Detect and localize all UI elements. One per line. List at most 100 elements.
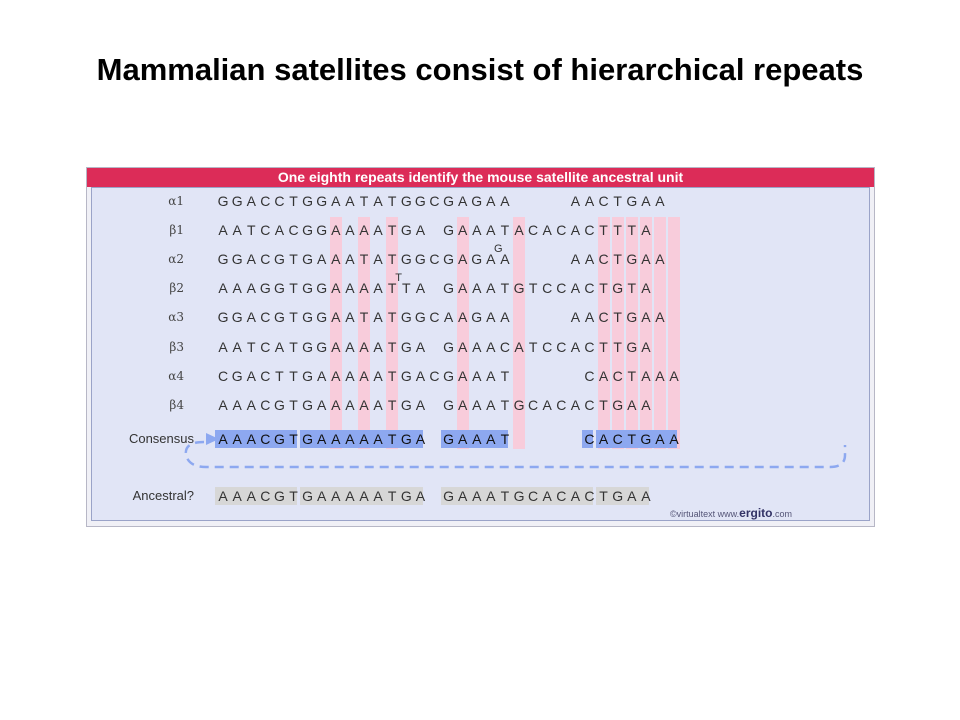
- nucleotide: [526, 251, 540, 267]
- nucleotide: A: [246, 367, 256, 384]
- copyright-notice: ©virtualtext www.ergito.com: [670, 506, 792, 520]
- nucleotide: [554, 251, 568, 267]
- nucleotide: [427, 488, 441, 504]
- nucleotide: G: [273, 280, 285, 297]
- nucleotide: [512, 193, 526, 209]
- nucleotide: G: [231, 367, 243, 384]
- nucleotide: A: [570, 193, 581, 209]
- nucleotide: A: [641, 251, 651, 268]
- nucleotide: A: [232, 488, 242, 504]
- nucleotide: T: [289, 367, 298, 384]
- nucleotide: G: [400, 396, 412, 413]
- nucleotide: A: [359, 367, 369, 384]
- copyright-suffix: .com: [772, 509, 793, 519]
- nucleotide: G: [443, 222, 454, 239]
- nucleotide: [540, 251, 554, 267]
- nucleotide: [554, 309, 568, 325]
- nucleotide: A: [655, 193, 665, 209]
- nucleotide: A: [669, 367, 679, 384]
- nucleotide: A: [457, 193, 468, 209]
- nucleotide: A: [584, 251, 595, 268]
- nucleotide: A: [641, 396, 651, 413]
- nucleotide: G: [414, 251, 426, 268]
- nucleotide: A: [345, 367, 355, 384]
- repeat-label: β3: [169, 339, 184, 354]
- nucleotide: A: [246, 396, 256, 413]
- nucleotide: G: [400, 251, 412, 268]
- nucleotide: G: [316, 193, 328, 209]
- nucleotide: T: [500, 280, 510, 297]
- nucleotide: [568, 431, 582, 447]
- nucleotide: C: [260, 396, 271, 413]
- nucleotide: A: [415, 488, 426, 504]
- nucleotide: G: [471, 309, 483, 326]
- nucleotide: A: [500, 309, 510, 326]
- nucleotide: G: [414, 193, 426, 209]
- nucleotide: [540, 309, 554, 325]
- nucleotide: [526, 368, 540, 384]
- nucleotide: A: [415, 222, 426, 239]
- nucleotide: A: [232, 431, 242, 447]
- nucleotide: G: [316, 280, 328, 297]
- nucleotide: T: [289, 431, 298, 447]
- nucleotide: C: [556, 338, 567, 355]
- nucleotide: G: [316, 309, 328, 326]
- nucleotide: T: [289, 280, 298, 297]
- nucleotide: G: [612, 488, 624, 504]
- nucleotide: G: [302, 193, 314, 209]
- nucleotide: G: [273, 488, 285, 504]
- nucleotide: A: [542, 396, 552, 413]
- nucleotide: A: [373, 488, 383, 504]
- consensus-bar: [595, 430, 678, 448]
- nucleotide: [554, 368, 568, 384]
- nucleotide: [512, 251, 526, 267]
- nucleotide: G: [626, 193, 638, 209]
- nucleotide: A: [641, 280, 651, 297]
- column-highlight: [329, 217, 342, 449]
- nucleotide: A: [570, 222, 581, 239]
- nucleotide: C: [260, 488, 271, 504]
- nucleotide: A: [359, 431, 369, 447]
- nucleotide: A: [331, 396, 341, 413]
- nucleotide: T: [275, 367, 284, 384]
- nucleotide: A: [655, 431, 665, 447]
- nucleotide: [540, 368, 554, 384]
- nucleotide: A: [500, 193, 510, 209]
- nucleotide: A: [627, 396, 637, 413]
- nucleotide: C: [584, 488, 595, 504]
- ancestral-bar: [440, 487, 593, 505]
- ancestral-bar: [215, 487, 297, 505]
- nucleotide: T: [387, 367, 397, 384]
- nucleotide: C: [598, 193, 609, 209]
- nucleotide: G: [443, 251, 454, 268]
- nucleotide: T: [599, 280, 608, 297]
- nucleotide: T: [627, 367, 637, 384]
- nucleotide: T: [528, 280, 538, 297]
- repeat-label: α4: [168, 368, 184, 383]
- nucleotide: A: [641, 367, 651, 384]
- nucleotide: A: [443, 309, 454, 326]
- nucleotide: A: [317, 396, 327, 413]
- column-highlight: [611, 217, 624, 449]
- nucleotide: T: [613, 193, 622, 209]
- ancestral-bar: [299, 487, 424, 505]
- nucleotide: A: [486, 309, 496, 326]
- nucleotide: T: [359, 251, 369, 268]
- column-highlight: [668, 217, 681, 449]
- nucleotide: A: [641, 309, 651, 326]
- repeat-label: α1: [168, 194, 184, 208]
- nucleotide: G: [640, 431, 652, 447]
- nucleotide: C: [584, 222, 595, 239]
- column-highlight: [597, 217, 610, 449]
- nucleotide: G: [302, 222, 314, 239]
- repeat-label: α2: [168, 252, 184, 267]
- nucleotide: C: [260, 431, 271, 447]
- nucleotide: A: [232, 280, 242, 297]
- nucleotide: [526, 193, 540, 209]
- nucleotide: C: [429, 309, 440, 326]
- nucleotide: A: [331, 309, 341, 326]
